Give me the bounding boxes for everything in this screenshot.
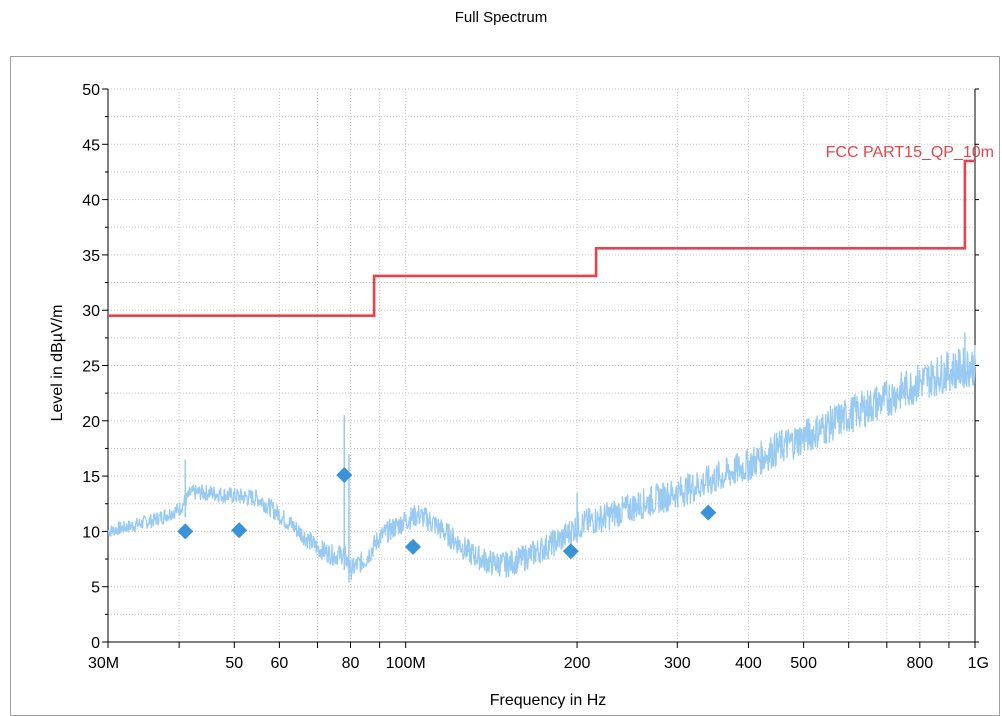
limit-line <box>108 159 975 317</box>
measurement-marker <box>562 543 579 560</box>
y-tick-label: 0 <box>91 635 100 652</box>
measurement-markers <box>177 466 717 560</box>
x-tick-label: 200 <box>564 655 591 672</box>
measurement-marker <box>700 504 717 521</box>
x-tick-label: 80 <box>342 655 360 672</box>
measurement-marker <box>336 466 353 483</box>
x-tick-label: 300 <box>664 655 691 672</box>
y-tick-label: 5 <box>91 580 100 597</box>
y-tick-label: 40 <box>82 193 100 210</box>
x-tick-label: 500 <box>790 655 817 672</box>
y-tick-label: 15 <box>82 469 100 486</box>
y-tick-label: 25 <box>82 359 100 376</box>
y-tick-label: 45 <box>82 137 100 154</box>
spectrum-line <box>107 344 976 581</box>
plot-area <box>108 89 975 642</box>
measurement-marker <box>231 522 248 539</box>
y-tick-label: 10 <box>82 524 100 541</box>
x-tick-label: 800 <box>906 655 933 672</box>
x-tick-label: 100M <box>386 655 426 672</box>
x-tick-label: 50 <box>225 655 243 672</box>
grid <box>107 88 976 643</box>
limit-series-label: FCC PART15_QP_10m <box>826 144 994 161</box>
measurement-marker <box>177 523 194 540</box>
x-tick-label: 400 <box>735 655 762 672</box>
measurement-marker <box>404 538 421 555</box>
y-tick-label: 50 <box>82 82 100 99</box>
y-tick-label: 20 <box>82 414 100 431</box>
x-tick-label: 60 <box>270 655 288 672</box>
chart-title: Full Spectrum <box>454 9 548 26</box>
x-axis-label: Frequency in Hz <box>490 692 607 709</box>
y-tick-label: 30 <box>82 303 100 320</box>
limit-step-line <box>108 159 975 317</box>
x-tick-label: 1G <box>968 655 989 672</box>
axes: 0 5 10 15 20 25 30 35 40 45 50 30M 50 60 80 100M 200 300 4… <box>82 82 989 672</box>
y-axis-label: Level in dBµV/m <box>49 305 66 422</box>
x-tick-label: 30M <box>88 655 119 672</box>
y-tick-label: 35 <box>82 248 100 265</box>
spectrum-trace <box>107 332 976 583</box>
labels: Frequency in Hz Level in dBµV/m FCC PART… <box>49 144 994 709</box>
